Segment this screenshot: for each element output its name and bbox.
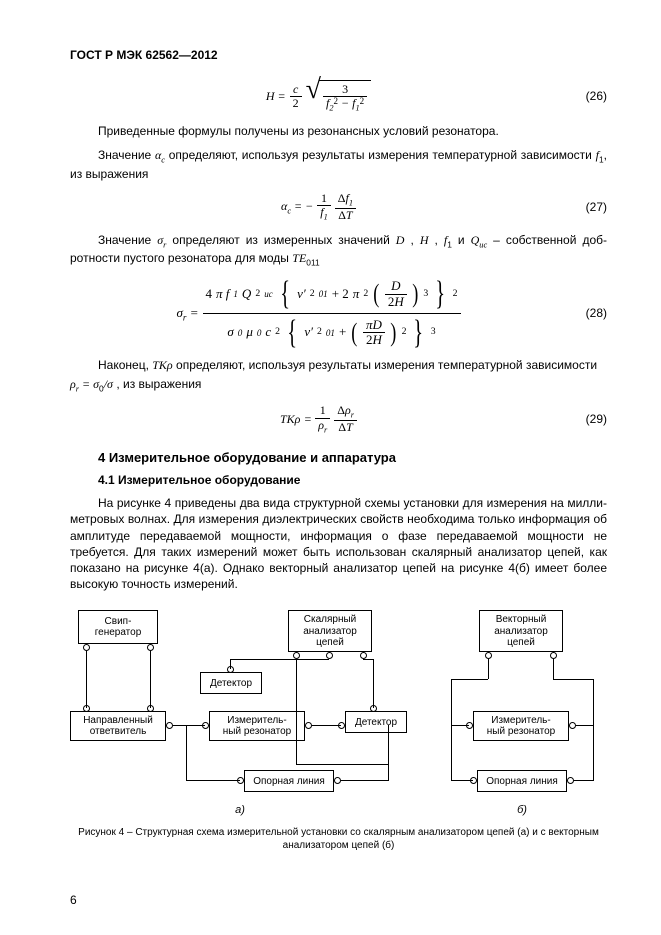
box-detector-2: Детектор bbox=[345, 711, 407, 733]
box-directional-coupler: Направленный ответвитель bbox=[70, 711, 166, 741]
box-reference-line-b: Опорная линия bbox=[477, 770, 567, 792]
port bbox=[166, 722, 173, 729]
equation-27: αc = − 1f1 Δf1ΔT bbox=[281, 192, 356, 222]
equation-29: TKρ = 1ρr ΔρrΔT bbox=[280, 404, 357, 434]
equation-29-row: TKρ = 1ρr ΔρrΔT (29) bbox=[70, 404, 607, 434]
equation-29-number: (29) bbox=[567, 412, 607, 426]
paragraph-5: На рисунке 4 приведены два вида структур… bbox=[70, 495, 607, 592]
port bbox=[147, 644, 154, 651]
page-number: 6 bbox=[70, 893, 77, 907]
box-resonator-a: Измеритель- ный резонатор bbox=[209, 711, 305, 741]
box-sweep-generator: Свип- генератор bbox=[78, 610, 158, 644]
figure-4: Свип- генератор Скалярный анализатор цеп… bbox=[70, 610, 607, 816]
paragraph-3: Значение σr определяют из измеренных зна… bbox=[70, 232, 607, 269]
port bbox=[326, 652, 333, 659]
port bbox=[83, 644, 90, 651]
box-resonator-b: Измеритель- ный резонатор bbox=[473, 711, 569, 741]
equation-27-number: (27) bbox=[567, 200, 607, 214]
diagram-b-wrapper: Векторный анализатор цепей Измеритель- н… bbox=[437, 610, 607, 816]
port bbox=[305, 722, 312, 729]
equation-27-row: αc = − 1f1 Δf1ΔT (27) bbox=[70, 192, 607, 222]
paragraph-2: Значение αc определяют, используя резуль… bbox=[70, 147, 607, 182]
port bbox=[485, 652, 492, 659]
port bbox=[569, 722, 576, 729]
diagram-b-label: б) bbox=[437, 804, 607, 816]
box-detector-1: Детектор bbox=[200, 672, 262, 694]
diagram-b: Векторный анализатор цепей Измеритель- н… bbox=[437, 610, 607, 800]
equation-28-number: (28) bbox=[567, 306, 607, 320]
equation-26-number: (26) bbox=[567, 89, 607, 103]
equation-28: σr = 4π f1Q2uc { ν′201 + 2π2 ( D2H )3 }2 bbox=[177, 279, 461, 347]
paragraph-4b: ρr = σ0/σ , из выражения bbox=[70, 376, 607, 395]
equation-26-row: H = c2 √ 3 f22 − f12 (26) bbox=[70, 80, 607, 113]
paragraph-4: Наконец, TKρ определяют, используя резул… bbox=[70, 357, 607, 373]
section-4-title: 4 Измерительное оборудование и аппаратур… bbox=[98, 450, 607, 465]
diagram-a-wrapper: Свип- генератор Скалярный анализатор цеп… bbox=[70, 610, 410, 816]
box-scalar-analyzer: Скалярный анализатор цепей bbox=[288, 610, 372, 652]
diagram-a: Свип- генератор Скалярный анализатор цеп… bbox=[70, 610, 410, 800]
port bbox=[550, 652, 557, 659]
equation-28-row: σr = 4π f1Q2uc { ν′201 + 2π2 ( D2H )3 }2 bbox=[70, 279, 607, 347]
box-vector-analyzer: Векторный анализатор цепей bbox=[479, 610, 563, 652]
port bbox=[360, 652, 367, 659]
paragraph-1: Приведенные формулы получены из резонанс… bbox=[70, 123, 607, 139]
port bbox=[334, 777, 341, 784]
port bbox=[567, 777, 574, 784]
box-reference-line-a: Опорная линия bbox=[244, 770, 334, 792]
subsection-4-1-title: 4.1 Измерительное оборудование bbox=[98, 473, 607, 487]
document-header: ГОСТ Р МЭК 62562—2012 bbox=[70, 48, 607, 62]
figure-4-caption: Рисунок 4 – Структурная схема измеритель… bbox=[70, 826, 607, 852]
port bbox=[293, 652, 300, 659]
equation-26: H = c2 √ 3 f22 − f12 bbox=[266, 80, 371, 113]
diagram-a-label: а) bbox=[70, 804, 410, 816]
